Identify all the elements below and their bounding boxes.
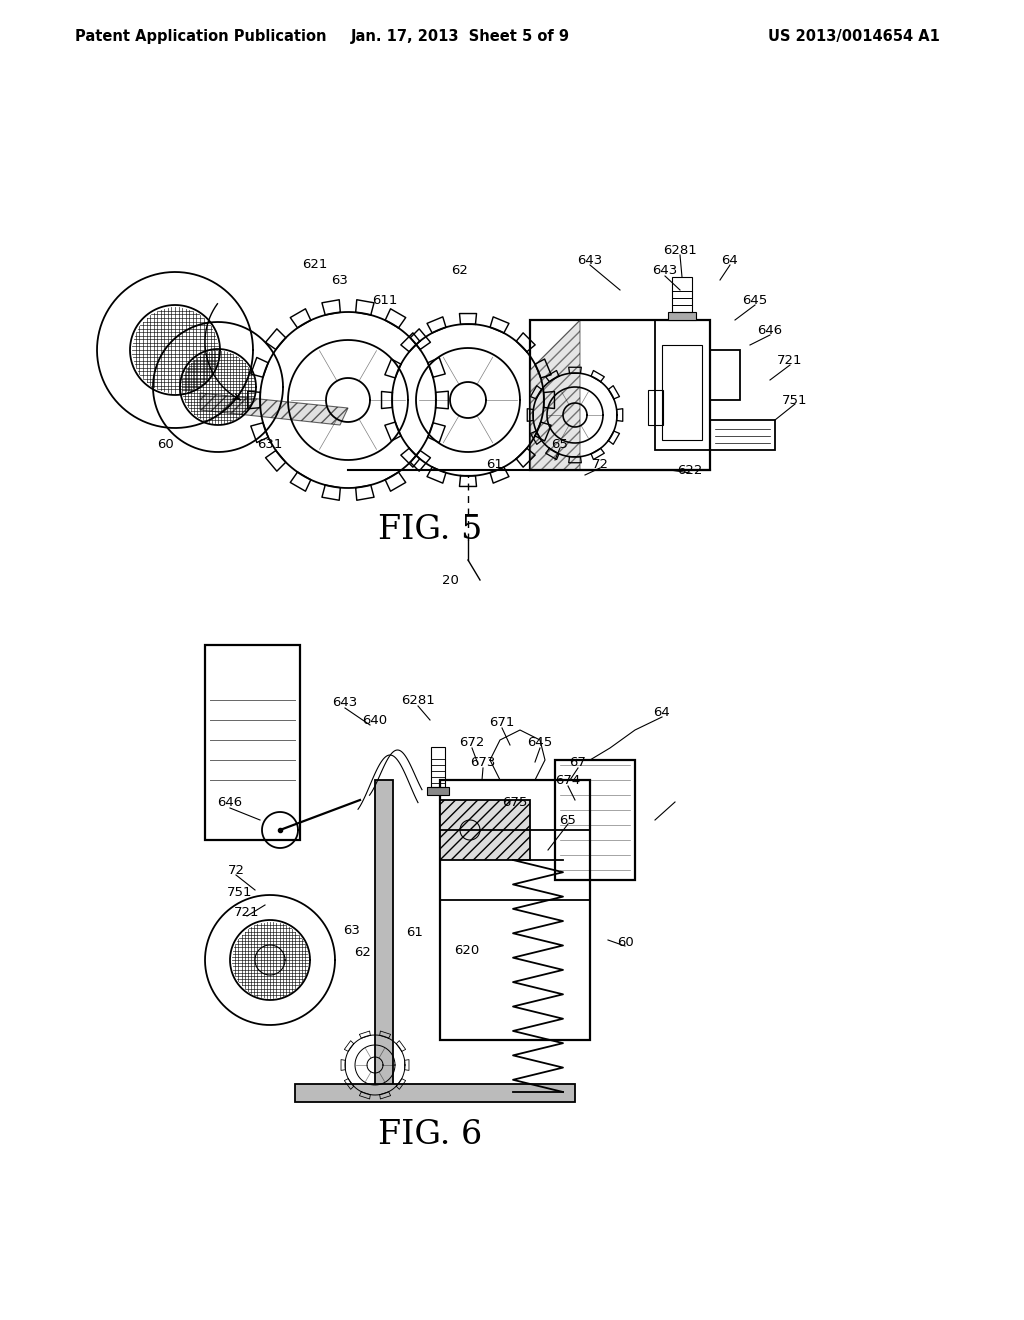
Text: 6281: 6281 [401,693,435,706]
Bar [440,780,590,1040]
Text: 751: 751 [227,886,253,899]
Text: 67: 67 [569,755,587,768]
Text: 63: 63 [332,273,348,286]
Bar [648,389,663,425]
Bar [662,345,702,440]
Text: 645: 645 [742,293,768,306]
Text: 646: 646 [758,323,782,337]
Text: 643: 643 [578,253,603,267]
Text: 646: 646 [217,796,243,808]
Bar [530,319,710,470]
Text: 721: 721 [777,354,803,367]
Text: 631: 631 [257,438,283,451]
Text: 64: 64 [722,253,738,267]
Bar [655,319,710,450]
Text: 622: 622 [677,463,702,477]
Text: 675: 675 [503,796,527,808]
Text: Jan. 17, 2013  Sheet 5 of 9: Jan. 17, 2013 Sheet 5 of 9 [350,29,569,45]
Text: FIG. 5: FIG. 5 [378,513,482,546]
Polygon shape [530,319,580,470]
Bar [440,800,530,861]
Bar [431,747,445,787]
Text: 721: 721 [234,906,260,919]
Polygon shape [200,393,348,425]
Text: Patent Application Publication: Patent Application Publication [75,29,327,45]
Text: 72: 72 [227,863,245,876]
Text: 643: 643 [333,696,357,709]
Text: 60: 60 [616,936,634,949]
Text: 63: 63 [344,924,360,936]
Text: US 2013/0014654 A1: US 2013/0014654 A1 [768,29,940,45]
Bar [668,312,696,319]
Text: 60: 60 [157,438,173,451]
Text: 620: 620 [455,944,479,957]
Text: 645: 645 [527,735,553,748]
Text: 611: 611 [373,293,397,306]
Text: 671: 671 [489,715,515,729]
Text: 6281: 6281 [664,243,697,256]
Text: 621: 621 [302,259,328,272]
Text: 72: 72 [592,458,608,471]
Text: 62: 62 [354,945,372,958]
Text: 61: 61 [486,458,504,471]
Text: 672: 672 [460,735,484,748]
Text: 751: 751 [782,393,808,407]
Text: 674: 674 [555,774,581,787]
Text: 62: 62 [452,264,468,276]
Text: 643: 643 [652,264,678,276]
Text: 64: 64 [653,705,671,718]
Text: 20: 20 [441,573,459,586]
Text: FIG. 6: FIG. 6 [378,1119,482,1151]
Bar [710,350,740,400]
Text: 61: 61 [407,925,424,939]
Bar [295,1084,575,1102]
Bar [205,645,300,840]
Text: 673: 673 [470,755,496,768]
Bar [710,420,775,450]
Text: 65: 65 [552,438,568,451]
Bar [375,780,393,1100]
Bar [672,277,692,312]
Text: 640: 640 [362,714,387,726]
Text: 65: 65 [559,813,577,826]
Bar [555,760,635,880]
Bar [427,787,449,795]
